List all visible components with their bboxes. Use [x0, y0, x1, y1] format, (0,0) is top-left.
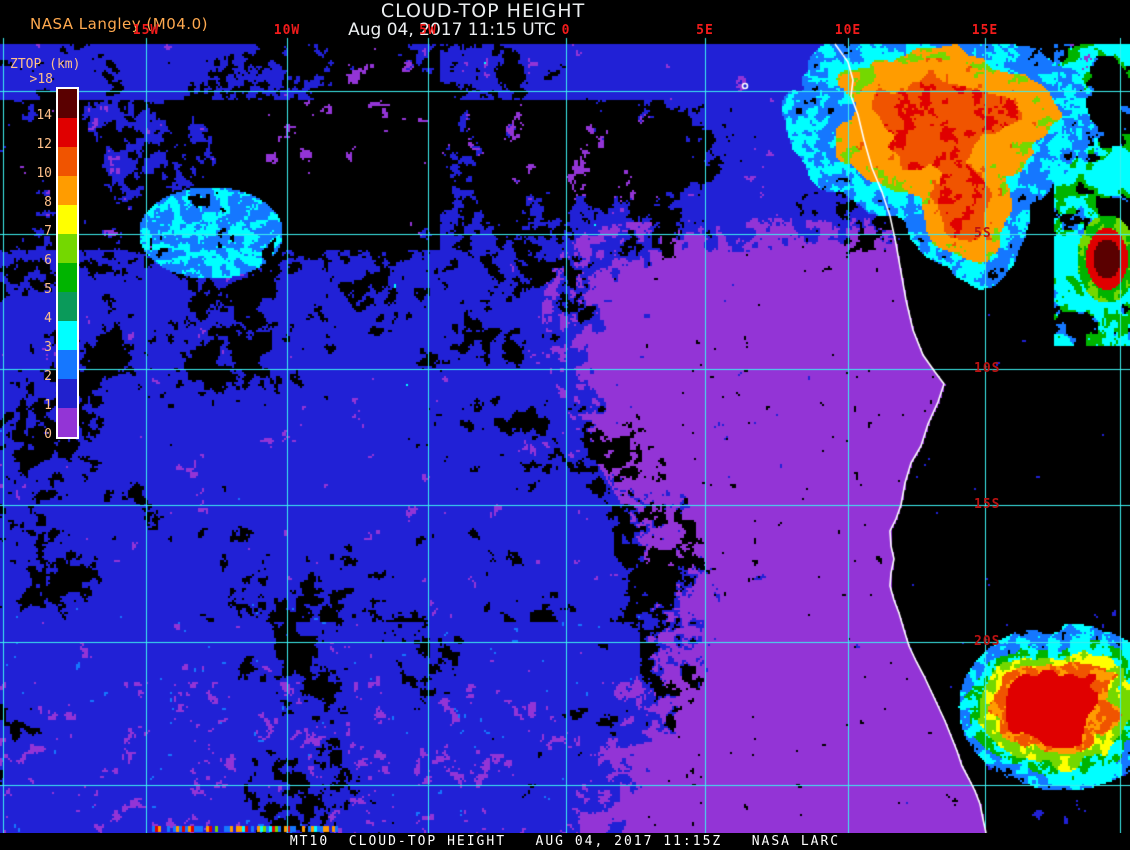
colorbar-tick-label: 8 — [44, 195, 52, 210]
lon-label-15E: 15E — [971, 23, 999, 38]
colorbar-tick-label: 1 — [44, 398, 52, 413]
colorbar-tick-label: 7 — [44, 224, 52, 239]
footer-text: MT10 CLOUD-TOP HEIGHT AUG 04, 2017 11:15… — [289, 834, 841, 849]
colorbar-segment — [58, 379, 77, 408]
colorbar-segment — [58, 321, 77, 350]
colorbar-segment — [58, 205, 77, 234]
lon-label-10W: 10W — [273, 23, 301, 38]
datetime-label: Aug 04, 2017 11:15 UTC — [348, 20, 556, 40]
colorbar-segment — [58, 292, 77, 321]
colorbar-tick-label: 3 — [44, 340, 52, 355]
colorbar-tick-label: 12 — [36, 137, 52, 152]
colorbar-tick-label: 6 — [44, 253, 52, 268]
lat-label-15S: 15S — [974, 497, 1001, 512]
colorbar-tick-label: 5 — [44, 282, 52, 297]
colorbar-segment — [58, 408, 77, 437]
colorbar-tick-label: 2 — [44, 369, 52, 384]
colorbar-segment — [58, 89, 77, 118]
colorbar-tick-label: 10 — [36, 166, 52, 181]
lon-label-5W: 5W — [419, 23, 437, 38]
lat-label-5S: 5S — [974, 226, 992, 241]
lat-label-20S: 20S — [974, 634, 1001, 649]
lon-label-0: 0 — [561, 23, 571, 38]
footer-bar: MT10 CLOUD-TOP HEIGHT AUG 04, 2017 11:15… — [0, 833, 1130, 850]
colorbar-tick-label: 0 — [44, 427, 52, 442]
colorbar-title: ZTOP (km) — [10, 57, 81, 72]
lon-label-10E: 10E — [834, 23, 862, 38]
colorbar-segment — [58, 350, 77, 379]
lon-label-5E: 5E — [696, 23, 714, 38]
colorbar-segment — [58, 147, 77, 176]
colorbar-tick-label: 4 — [44, 311, 52, 326]
credit-label: NASA Langley (M04.0) — [30, 15, 208, 33]
colorbar-segment — [58, 118, 77, 147]
page-title: CLOUD-TOP HEIGHT — [380, 0, 586, 22]
lon-label-15W: 15W — [132, 23, 160, 38]
colorbar-segment — [58, 234, 77, 263]
colorbar-top-label: >18 — [29, 72, 53, 87]
colorbar — [56, 87, 79, 439]
colorbar-segment — [58, 176, 77, 205]
colorbar-segment — [58, 263, 77, 292]
lat-label-10S: 10S — [974, 361, 1001, 376]
colorbar-tick-label: 14 — [36, 108, 52, 123]
